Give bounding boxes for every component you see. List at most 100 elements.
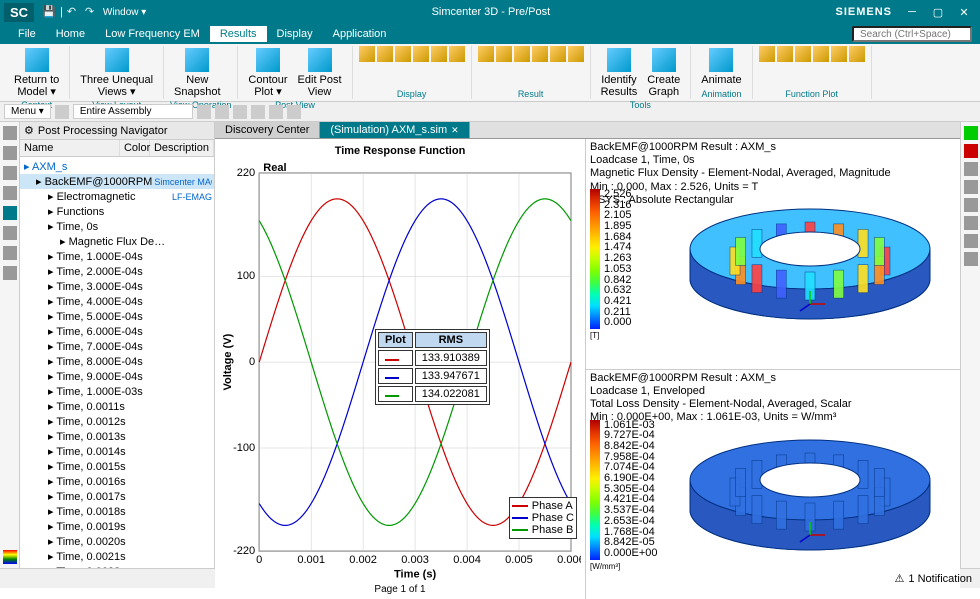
ribbon-identify[interactable]: IdentifyResults [597,46,642,100]
ribbon-sm-icon[interactable] [496,46,512,62]
redo-icon[interactable]: ↷ [85,5,99,19]
tab--simulation--axm-s-sim[interactable]: (Simulation) AXM_s.sim✕ [320,122,469,138]
rr-stop-icon[interactable] [964,144,978,158]
ribbon-sm-icon[interactable] [759,46,775,62]
rail-history-icon[interactable] [3,246,17,260]
tree-item[interactable]: ▸ Time, 1.000E-03s [20,384,214,399]
rr-play-icon[interactable] [964,126,978,140]
tree-item[interactable]: ▸ Time, 5.000E-04s [20,309,214,324]
ribbon-sm-icon[interactable] [777,46,793,62]
ribbon-sm-icon[interactable] [478,46,494,62]
menu-home[interactable]: Home [46,26,95,42]
rr-mesh-icon[interactable] [964,180,978,194]
tree-item[interactable]: ▸ Time, 4.000E-04s [20,294,214,309]
tree-item[interactable]: ▸ Time, 0.0021s [20,549,214,564]
ribbon-create[interactable]: CreateGraph [643,46,684,100]
col-name[interactable]: Name [20,140,120,156]
rail-layer-icon[interactable] [3,226,17,240]
ribbon-sm-icon[interactable] [413,46,429,62]
tb-icon-1[interactable] [55,105,69,119]
tree-item[interactable]: ▸ BackEMF@1000RPMSimcenter MAGNET, S [20,174,214,189]
ribbon-sm-icon[interactable] [568,46,584,62]
tree-item[interactable]: ▸ Time, 0.0018s [20,504,214,519]
tree-item[interactable]: ▸ ElectromagneticLF-EMAG [20,189,214,204]
rail-result-icon[interactable] [3,206,17,220]
ribbon-sm-icon[interactable] [377,46,393,62]
tree-item[interactable]: ▸ Time, 0.0020s [20,534,214,549]
menu-file[interactable]: File [8,26,46,42]
ribbon-sm-icon[interactable] [550,46,566,62]
ribbon-sm-icon[interactable] [831,46,847,62]
rail-sim-icon[interactable] [3,166,17,180]
ribbon-return-to[interactable]: Return toModel ▾ [10,46,63,100]
undo-icon[interactable]: ↶ [67,5,81,19]
rr-edge-icon[interactable] [964,216,978,230]
tree-item[interactable]: ▸ Time, 0.0015s [20,459,214,474]
ribbon-sm-icon[interactable] [849,46,865,62]
tree-item[interactable]: ▸ Time, 1.000E-04s [20,249,214,264]
tree-item[interactable]: ▸ Time, 0.0013s [20,429,214,444]
rr-view-icon[interactable] [964,162,978,176]
ribbon-sm-icon[interactable] [395,46,411,62]
tree-item[interactable]: ▸ AXM_s [20,159,214,174]
tree-item[interactable]: ▸ Time, 0.0019s [20,519,214,534]
tree-item[interactable]: ▸ Functions [20,204,214,219]
tree-item[interactable]: ▸ Time, 0s [20,219,214,234]
maximize-button[interactable]: ▢ [926,3,950,21]
search-input[interactable] [852,26,972,42]
tree-item[interactable]: ▸ Time, 0.0022s [20,564,214,568]
tb-icon-2[interactable] [197,105,211,119]
ribbon-edit-post[interactable]: Edit PostView [294,46,346,100]
tree-item[interactable]: ▸ Time, 8.000E-04s [20,354,214,369]
ribbon-animate[interactable]: Animate [697,46,745,88]
tree-item[interactable]: ▸ Time, 0.0012s [20,414,214,429]
tree-item[interactable]: ▸ Time, 0.0016s [20,474,214,489]
tree-item[interactable]: ▸ Time, 0.0017s [20,489,214,504]
tree-item[interactable]: ▸ Time, 7.000E-04s [20,339,214,354]
tb-icon-4[interactable] [233,105,247,119]
rr-probe-icon[interactable] [964,252,978,266]
nav-gear-icon[interactable]: ⚙ [24,124,34,137]
ribbon-sm-icon[interactable] [795,46,811,62]
tree-item[interactable]: ▸ Time, 0.0011s [20,399,214,414]
tab-discovery-center[interactable]: Discovery Center [215,122,320,138]
menu-application[interactable]: Application [323,26,397,42]
ribbon-sm-icon[interactable] [532,46,548,62]
ribbon-sm-icon[interactable] [431,46,447,62]
motor-model-2[interactable] [670,400,950,570]
ribbon-sm-icon[interactable] [813,46,829,62]
menu-dropdown[interactable]: Menu ▾ [4,104,51,119]
rail-part-icon[interactable] [3,146,17,160]
assembly-dropdown[interactable]: Entire Assembly [73,104,193,119]
rail-tool-icon[interactable] [3,266,17,280]
rail-palette-icon[interactable] [3,550,17,564]
tb-icon-7[interactable] [287,105,301,119]
tree-item[interactable]: ▸ Time, 9.000E-04s [20,369,214,384]
ribbon-sm-icon[interactable] [359,46,375,62]
tab-close-icon[interactable]: ✕ [451,125,459,136]
col-desc[interactable]: Description [150,140,214,156]
menu-low-frequency-em[interactable]: Low Frequency EM [95,26,210,42]
rr-style-icon[interactable] [964,198,978,212]
ribbon-sm-icon[interactable] [514,46,530,62]
col-color[interactable]: Color [120,140,150,156]
close-button[interactable]: ✕ [952,3,976,21]
tree-item[interactable]: ▸ Time, 3.000E-04s [20,279,214,294]
tb-icon-5[interactable] [251,105,265,119]
tree-item[interactable]: ▸ Time, 2.000E-04s [20,264,214,279]
ribbon-sm-icon[interactable] [449,46,465,62]
tree-item[interactable]: ▸ Magnetic Flux De… [20,234,214,249]
tree-item[interactable]: ▸ Time, 6.000E-04s [20,324,214,339]
menu-display[interactable]: Display [267,26,323,42]
window-menu[interactable]: Window ▾ [103,7,146,18]
ribbon-contour[interactable]: ContourPlot ▾ [244,46,291,100]
tb-icon-6[interactable] [269,105,283,119]
ribbon-three-unequal[interactable]: Three UnequalViews ▾ [76,46,157,100]
tree-item[interactable]: ▸ Time, 0.0014s [20,444,214,459]
rail-fem-icon[interactable] [3,186,17,200]
tb-icon-3[interactable] [215,105,229,119]
rr-clip-icon[interactable] [964,234,978,248]
ribbon-new[interactable]: NewSnapshot [170,46,224,100]
rail-nav-icon[interactable] [3,126,17,140]
minimize-button[interactable]: ─ [900,3,924,21]
